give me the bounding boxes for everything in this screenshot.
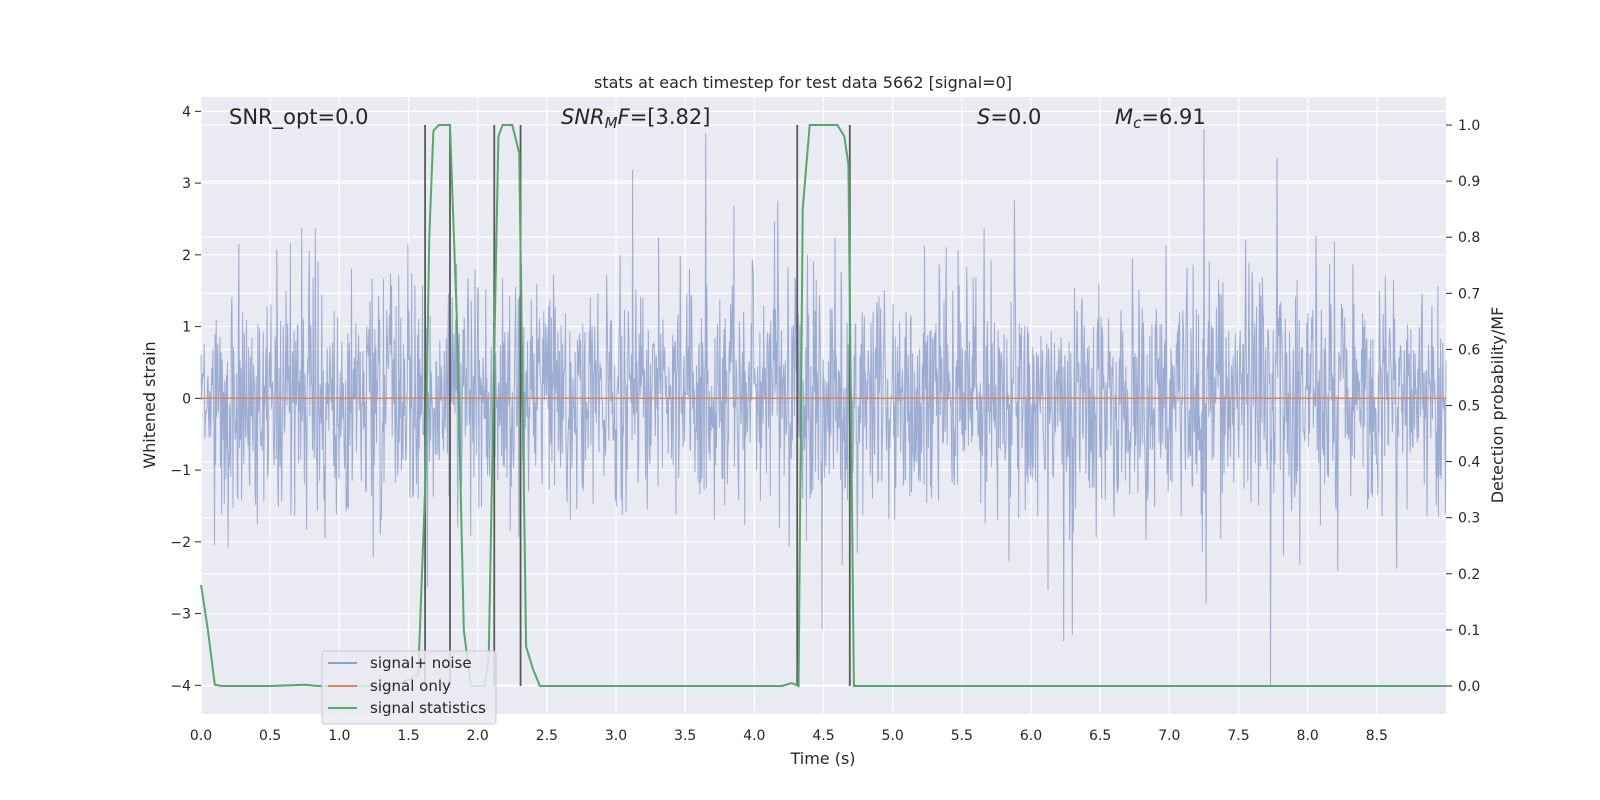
y-right-tick-label: 0.8 (1458, 230, 1480, 246)
y-right-tick-label: 0.6 (1458, 342, 1480, 358)
x-tick-label: 1.5 (397, 728, 419, 744)
x-tick-label: 2.5 (536, 728, 558, 744)
y-right-axis-label: Detection probability/MF (1488, 307, 1507, 504)
y-left-tick-label: 3 (182, 176, 191, 192)
annotation-snr-mf-base: SNR (561, 105, 605, 129)
y-right-tick-label: 0.1 (1458, 623, 1480, 639)
annotation-s: S=0.0 (977, 105, 1041, 129)
x-tick-label: 4.0 (743, 728, 765, 744)
x-tick-label: 6.0 (1020, 728, 1042, 744)
legend-box (321, 650, 497, 725)
y-left-tick-label: −3 (170, 607, 191, 623)
annotation-mc-sub: c (1133, 114, 1142, 132)
y-right-tick-label: 0.7 (1458, 286, 1480, 302)
y-left-tick-label: 1 (182, 320, 191, 336)
x-axis-label: Time (s) (789, 749, 855, 768)
annotation-mc-value: =6.91 (1141, 105, 1205, 129)
series-signal-noise-line (200, 129, 1447, 686)
annotation-s-value: =0.0 (990, 105, 1041, 129)
y-left-axis-ticks: −4 −3 −2 −1 0 1 2 3 4 (170, 104, 201, 694)
y-right-tick-label: 0.5 (1458, 399, 1480, 415)
x-tick-label: 6.5 (1089, 728, 1111, 744)
y-right-tick-label: 1.0 (1458, 118, 1480, 134)
legend-label-signal-only: signal only (370, 677, 451, 695)
x-tick-label: 5.5 (951, 728, 973, 744)
annotation-snr-mf: SNRMF=[3.82] (561, 105, 710, 132)
legend-label-signal-statistics: signal statistics (370, 699, 486, 717)
y-right-axis-ticks: 0.0 0.1 0.2 0.3 0.4 0.5 0.6 0.7 0.8 0.9 1.0 (1446, 118, 1480, 695)
x-tick-label: 3.0 (605, 728, 627, 744)
x-tick-label: 0.5 (259, 728, 281, 744)
y-right-tick-label: 0.4 (1458, 455, 1480, 471)
x-tick-label: 8.0 (1297, 728, 1319, 744)
x-tick-label: 1.0 (328, 728, 350, 744)
chart-title: stats at each timestep for test data 566… (594, 73, 1012, 92)
legend: signal+ noise signal only signal statist… (321, 650, 497, 725)
x-tick-label: 8.5 (1366, 728, 1388, 744)
annotation-mc: Mc=6.91 (1115, 105, 1206, 132)
y-right-tick-label: 0.3 (1458, 511, 1480, 527)
x-tick-label: 0.0 (190, 728, 212, 744)
annotation-snr-mf-tail: F (618, 105, 631, 129)
x-tick-label: 4.5 (812, 728, 834, 744)
y-right-tick-label: 0.2 (1458, 567, 1480, 583)
annotation-s-symbol: S (977, 105, 990, 129)
y-left-tick-label: −1 (170, 463, 191, 479)
x-tick-label: 7.5 (1227, 728, 1249, 744)
annotation-snr-mf-value: =[3.82] (630, 105, 711, 129)
y-left-tick-label: −2 (170, 535, 191, 551)
annotation-snr-opt: SNR_opt=0.0 (229, 105, 369, 130)
series-signal-noise (200, 129, 1447, 686)
y-left-axis-label: Whitened strain (140, 341, 159, 468)
annotation-snr-mf-sub: M (605, 114, 618, 132)
y-right-tick-label: 0.0 (1458, 679, 1480, 695)
x-axis-ticks: 0.0 0.5 1.0 1.5 2.0 2.5 3.0 3.5 4.0 4.5 5.0 5.5 6.0 6… (190, 728, 1388, 744)
legend-label-signal-noise: signal+ noise (370, 654, 472, 672)
x-tick-label: 5.0 (882, 728, 904, 744)
y-left-tick-label: −4 (170, 678, 191, 694)
x-tick-label: 2.0 (467, 728, 489, 744)
y-left-tick-label: 2 (182, 248, 191, 264)
y-right-tick-label: 0.9 (1458, 174, 1480, 190)
y-left-tick-label: 4 (182, 104, 191, 120)
x-tick-label: 7.0 (1158, 728, 1180, 744)
x-tick-label: 3.5 (674, 728, 696, 744)
annotation-mc-base: M (1115, 105, 1133, 129)
y-left-tick-label: 0 (182, 391, 191, 407)
